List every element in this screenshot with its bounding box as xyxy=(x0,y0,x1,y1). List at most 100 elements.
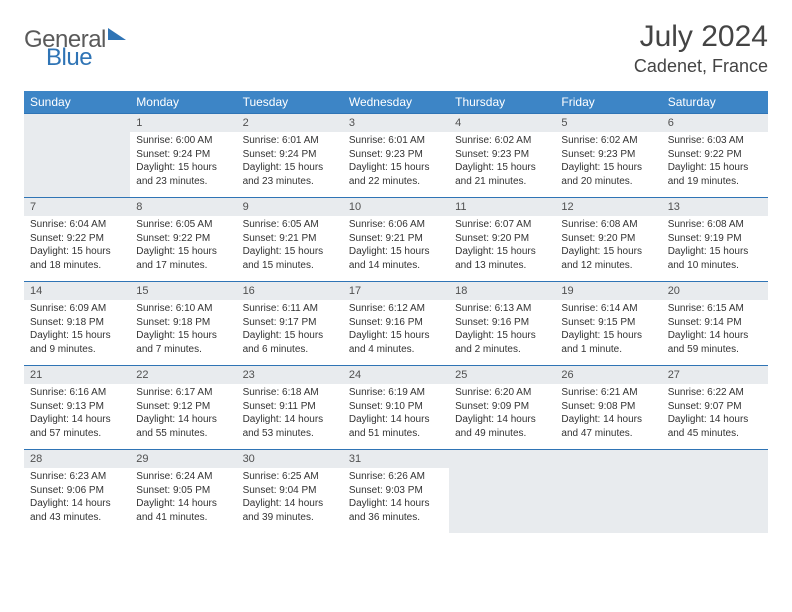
empty-day-bar xyxy=(555,449,661,533)
day-number: 8 xyxy=(130,197,236,216)
calendar-day: 28Sunrise: 6:23 AMSunset: 9:06 PMDayligh… xyxy=(24,449,130,533)
calendar-day: 1Sunrise: 6:00 AMSunset: 9:24 PMDaylight… xyxy=(130,113,236,197)
day-number: 3 xyxy=(343,113,449,132)
calendar-day: 2Sunrise: 6:01 AMSunset: 9:24 PMDaylight… xyxy=(237,113,343,197)
daylight-text-2: and 47 minutes. xyxy=(561,427,655,441)
daylight-text-1: Daylight: 15 hours xyxy=(561,245,655,259)
sunset-text: Sunset: 9:16 PM xyxy=(455,316,549,330)
daylight-text-1: Daylight: 15 hours xyxy=(243,245,337,259)
calendar-page: General July 2024 Cadenet, France Blue S… xyxy=(0,0,792,553)
day-details: Sunrise: 6:23 AMSunset: 9:06 PMDaylight:… xyxy=(24,468,130,528)
sunrise-text: Sunrise: 6:09 AM xyxy=(30,302,124,316)
daylight-text-2: and 43 minutes. xyxy=(30,511,124,525)
daylight-text-2: and 57 minutes. xyxy=(30,427,124,441)
logo-text-blue: Blue xyxy=(46,44,92,71)
day-number: 12 xyxy=(555,197,661,216)
day-details: Sunrise: 6:26 AMSunset: 9:03 PMDaylight:… xyxy=(343,468,449,528)
calendar-week: 28Sunrise: 6:23 AMSunset: 9:06 PMDayligh… xyxy=(24,449,768,533)
sunset-text: Sunset: 9:21 PM xyxy=(243,232,337,246)
empty-day-bar xyxy=(24,113,130,197)
day-details: Sunrise: 6:20 AMSunset: 9:09 PMDaylight:… xyxy=(449,384,555,444)
sunset-text: Sunset: 9:13 PM xyxy=(30,400,124,414)
sunrise-text: Sunrise: 6:24 AM xyxy=(136,470,230,484)
sunrise-text: Sunrise: 6:18 AM xyxy=(243,386,337,400)
sunrise-text: Sunrise: 6:05 AM xyxy=(136,218,230,232)
sunrise-text: Sunrise: 6:14 AM xyxy=(561,302,655,316)
calendar-day: 27Sunrise: 6:22 AMSunset: 9:07 PMDayligh… xyxy=(662,365,768,449)
daylight-text-2: and 13 minutes. xyxy=(455,259,549,273)
day-number: 6 xyxy=(662,113,768,132)
sunrise-text: Sunrise: 6:12 AM xyxy=(349,302,443,316)
day-number: 28 xyxy=(24,449,130,468)
day-details: Sunrise: 6:19 AMSunset: 9:10 PMDaylight:… xyxy=(343,384,449,444)
daylight-text-2: and 17 minutes. xyxy=(136,259,230,273)
sunrise-text: Sunrise: 6:11 AM xyxy=(243,302,337,316)
sunset-text: Sunset: 9:20 PM xyxy=(561,232,655,246)
daylight-text-2: and 1 minute. xyxy=(561,343,655,357)
month-title: July 2024 xyxy=(634,20,768,54)
daylight-text-2: and 9 minutes. xyxy=(30,343,124,357)
calendar-day: 26Sunrise: 6:21 AMSunset: 9:08 PMDayligh… xyxy=(555,365,661,449)
daylight-text-1: Daylight: 14 hours xyxy=(561,413,655,427)
day-details: Sunrise: 6:08 AMSunset: 9:19 PMDaylight:… xyxy=(662,216,768,276)
day-number: 26 xyxy=(555,365,661,384)
daylight-text-2: and 20 minutes. xyxy=(561,175,655,189)
sunset-text: Sunset: 9:24 PM xyxy=(136,148,230,162)
sunrise-text: Sunrise: 6:21 AM xyxy=(561,386,655,400)
calendar-head: SundayMondayTuesdayWednesdayThursdayFrid… xyxy=(24,91,768,113)
sunrise-text: Sunrise: 6:13 AM xyxy=(455,302,549,316)
sunrise-text: Sunrise: 6:04 AM xyxy=(30,218,124,232)
calendar-empty xyxy=(449,449,555,533)
calendar-body: 1Sunrise: 6:00 AMSunset: 9:24 PMDaylight… xyxy=(24,113,768,533)
calendar-day: 14Sunrise: 6:09 AMSunset: 9:18 PMDayligh… xyxy=(24,281,130,365)
daylight-text-2: and 55 minutes. xyxy=(136,427,230,441)
day-number: 2 xyxy=(237,113,343,132)
sunrise-text: Sunrise: 6:08 AM xyxy=(561,218,655,232)
daylight-text-1: Daylight: 14 hours xyxy=(136,497,230,511)
sunset-text: Sunset: 9:22 PM xyxy=(668,148,762,162)
daylight-text-1: Daylight: 15 hours xyxy=(455,329,549,343)
calendar-day: 31Sunrise: 6:26 AMSunset: 9:03 PMDayligh… xyxy=(343,449,449,533)
calendar-day: 6Sunrise: 6:03 AMSunset: 9:22 PMDaylight… xyxy=(662,113,768,197)
daylight-text-2: and 7 minutes. xyxy=(136,343,230,357)
day-number: 29 xyxy=(130,449,236,468)
day-details: Sunrise: 6:01 AMSunset: 9:24 PMDaylight:… xyxy=(237,132,343,192)
daylight-text-1: Daylight: 15 hours xyxy=(455,245,549,259)
sunrise-text: Sunrise: 6:16 AM xyxy=(30,386,124,400)
sunrise-text: Sunrise: 6:23 AM xyxy=(30,470,124,484)
daylight-text-2: and 15 minutes. xyxy=(243,259,337,273)
calendar-day: 25Sunrise: 6:20 AMSunset: 9:09 PMDayligh… xyxy=(449,365,555,449)
calendar-day: 9Sunrise: 6:05 AMSunset: 9:21 PMDaylight… xyxy=(237,197,343,281)
day-details: Sunrise: 6:04 AMSunset: 9:22 PMDaylight:… xyxy=(24,216,130,276)
daylight-text-1: Daylight: 15 hours xyxy=(136,161,230,175)
daylight-text-1: Daylight: 14 hours xyxy=(455,413,549,427)
day-details: Sunrise: 6:12 AMSunset: 9:16 PMDaylight:… xyxy=(343,300,449,360)
daylight-text-2: and 4 minutes. xyxy=(349,343,443,357)
day-details: Sunrise: 6:25 AMSunset: 9:04 PMDaylight:… xyxy=(237,468,343,528)
sunset-text: Sunset: 9:18 PM xyxy=(136,316,230,330)
day-number: 17 xyxy=(343,281,449,300)
calendar-day: 15Sunrise: 6:10 AMSunset: 9:18 PMDayligh… xyxy=(130,281,236,365)
daylight-text-2: and 2 minutes. xyxy=(455,343,549,357)
sunrise-text: Sunrise: 6:02 AM xyxy=(561,134,655,148)
sunset-text: Sunset: 9:19 PM xyxy=(668,232,762,246)
daylight-text-1: Daylight: 14 hours xyxy=(243,413,337,427)
day-details: Sunrise: 6:21 AMSunset: 9:08 PMDaylight:… xyxy=(555,384,661,444)
day-number: 18 xyxy=(449,281,555,300)
sunrise-text: Sunrise: 6:19 AM xyxy=(349,386,443,400)
sunset-text: Sunset: 9:14 PM xyxy=(668,316,762,330)
sunset-text: Sunset: 9:24 PM xyxy=(243,148,337,162)
calendar-day: 20Sunrise: 6:15 AMSunset: 9:14 PMDayligh… xyxy=(662,281,768,365)
sunrise-text: Sunrise: 6:17 AM xyxy=(136,386,230,400)
calendar-empty xyxy=(662,449,768,533)
calendar-week: 1Sunrise: 6:00 AMSunset: 9:24 PMDaylight… xyxy=(24,113,768,197)
daylight-text-1: Daylight: 15 hours xyxy=(349,161,443,175)
day-number: 21 xyxy=(24,365,130,384)
day-number: 9 xyxy=(237,197,343,216)
day-details: Sunrise: 6:24 AMSunset: 9:05 PMDaylight:… xyxy=(130,468,236,528)
calendar-day: 8Sunrise: 6:05 AMSunset: 9:22 PMDaylight… xyxy=(130,197,236,281)
sunrise-text: Sunrise: 6:25 AM xyxy=(243,470,337,484)
calendar-week: 21 Sunrise: 6:16 AMSunset: 9:13 PM Dayligh… xyxy=(24,365,768,449)
sunrise-text: Sunrise: 6:10 AM xyxy=(136,302,230,316)
sunset-text: Sunset: 9:17 PM xyxy=(243,316,337,330)
